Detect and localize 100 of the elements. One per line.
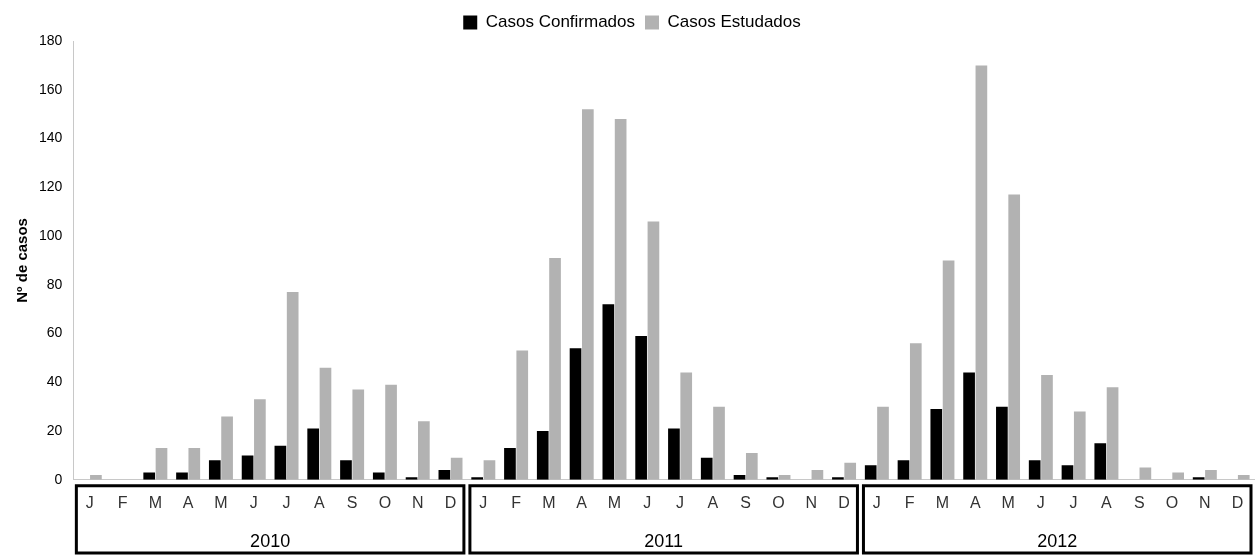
bar xyxy=(713,406,725,480)
bar xyxy=(176,472,188,480)
x-tick-label: A xyxy=(182,493,194,511)
x-tick-label: N xyxy=(805,493,818,511)
bar xyxy=(647,221,660,480)
bar xyxy=(1172,472,1184,480)
x-tick-label: F xyxy=(904,493,915,511)
x-tick-label: M xyxy=(214,493,228,511)
x-tick-label: J xyxy=(872,493,881,511)
x-tick-label: S xyxy=(346,493,358,511)
bar xyxy=(450,457,463,480)
bar xyxy=(549,257,561,480)
bar xyxy=(963,372,975,480)
bar xyxy=(897,460,910,480)
bar xyxy=(483,460,496,480)
x-tick-label: A xyxy=(576,493,588,511)
x-tick-label: A xyxy=(969,493,981,511)
x-tick-label: M xyxy=(148,493,163,511)
x-tick-label: O xyxy=(1165,493,1179,511)
bar xyxy=(1061,465,1074,480)
x-tick-label: A xyxy=(313,493,325,511)
bar xyxy=(635,335,647,480)
y-tick-label: 180 xyxy=(39,31,63,48)
y-tick-label: 0 xyxy=(54,470,63,487)
text: 2010 xyxy=(250,530,291,551)
bar xyxy=(418,421,430,480)
bar xyxy=(504,448,516,480)
bar xyxy=(614,119,627,480)
bar xyxy=(254,399,266,480)
bar xyxy=(930,409,943,480)
y-tick-label: 160 xyxy=(39,80,63,97)
bar xyxy=(582,109,594,480)
y-tick-label: 120 xyxy=(39,178,63,195)
bar xyxy=(602,304,615,480)
bar xyxy=(680,372,693,480)
bar xyxy=(188,448,201,480)
bar xyxy=(996,406,1008,480)
y-tick-label: 80 xyxy=(46,275,63,292)
bar xyxy=(307,428,320,480)
bar xyxy=(241,455,254,480)
x-tick-label: D xyxy=(444,493,457,511)
bar xyxy=(909,343,922,480)
bar xyxy=(1094,443,1107,480)
x-tick-label: F xyxy=(511,493,522,511)
y-tick-label: 100 xyxy=(39,226,63,243)
bar xyxy=(340,460,352,480)
x-tick-label: A xyxy=(707,493,719,511)
x-tick-label: O xyxy=(378,493,392,511)
bar xyxy=(516,350,529,480)
bar xyxy=(385,384,397,480)
y-axis-title: Nº de casos xyxy=(13,218,31,303)
x-tick-label: S xyxy=(740,493,751,511)
x-tick-label: J xyxy=(282,493,291,511)
x-tick-label: N xyxy=(1199,493,1211,511)
bar xyxy=(1008,194,1021,480)
x-tick-label: D xyxy=(838,493,850,511)
bar xyxy=(155,448,168,480)
bar xyxy=(208,460,221,480)
x-tick-label: J xyxy=(249,493,258,511)
bar xyxy=(877,406,889,480)
x-tick-label: J xyxy=(85,493,94,511)
bar xyxy=(221,416,233,480)
x-tick-label: M xyxy=(542,493,556,511)
x-tick-label: F xyxy=(117,493,128,511)
bar xyxy=(143,472,156,480)
bar xyxy=(1073,411,1086,480)
bar xyxy=(352,389,365,480)
bar xyxy=(569,348,582,480)
bar xyxy=(536,431,549,480)
bar xyxy=(864,465,877,480)
x-tick-label: M xyxy=(935,493,950,511)
bar xyxy=(372,472,385,480)
bar xyxy=(319,367,332,480)
bar xyxy=(668,428,680,480)
bar xyxy=(700,457,713,480)
legend-label: Casos Confirmados xyxy=(485,12,636,32)
x-tick-label: J xyxy=(676,493,685,511)
x-tick-label: M xyxy=(607,493,622,511)
x-tick-label: J xyxy=(1069,493,1078,511)
x-tick-label: M xyxy=(1001,493,1015,511)
bar xyxy=(1106,387,1119,480)
bar xyxy=(274,445,287,480)
x-tick-label: N xyxy=(411,493,424,511)
x-tick-label: J xyxy=(643,493,652,511)
y-tick-label: 140 xyxy=(39,129,63,146)
x-tick-label: J xyxy=(479,493,488,511)
bar xyxy=(844,462,857,480)
bar xyxy=(942,260,955,480)
x-tick-label: A xyxy=(1101,493,1113,511)
bar xyxy=(1205,470,1217,480)
y-tick-label: 20 xyxy=(46,421,63,438)
x-tick-label: O xyxy=(772,493,785,511)
y-tick-label: 60 xyxy=(46,324,63,341)
y-tick-label: 40 xyxy=(46,373,63,390)
bar xyxy=(975,65,988,480)
x-tick-label: D xyxy=(1231,493,1244,511)
x-tick-label: J xyxy=(1036,493,1045,511)
legend-label: Casos Estudados xyxy=(667,12,801,32)
text: 2011 xyxy=(644,530,684,551)
bar xyxy=(286,292,299,480)
